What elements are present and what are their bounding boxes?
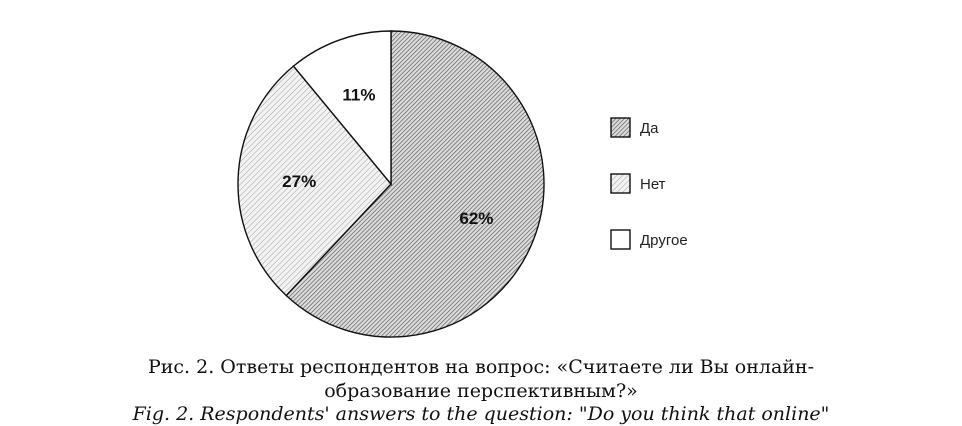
figure-caption-line-1: Рис. 2. Ответы респондентов на вопрос: «… [147,356,815,378]
legend-label-1: Да [640,120,659,137]
pie-slice-3 [292,30,392,186]
pie-slice-1 [285,30,545,338]
slice-label-2: 27% [282,172,316,191]
figure-caption-line-2: образование перспективным?» [324,380,638,402]
slice-label-3: 11% [342,86,375,105]
legend: Да Нет Другое [610,117,688,250]
figure-caption-line-3: Fig. 2. Respondents' answers to the ques… [132,403,830,425]
slice-label-1: 62% [459,209,493,228]
pie-slices [237,30,545,338]
legend-swatch-2 [610,173,631,194]
legend-label-2: Нет [640,176,666,193]
legend-swatch-1 [610,117,631,138]
pie-slice-2 [237,65,392,297]
legend-label-3: Другое [640,232,688,249]
legend-swatch-3 [610,229,631,250]
pie-labels: 62% 27% 11% [282,86,493,228]
pie-chart: 62% 27% 11% Да Нет Другое [237,30,688,338]
